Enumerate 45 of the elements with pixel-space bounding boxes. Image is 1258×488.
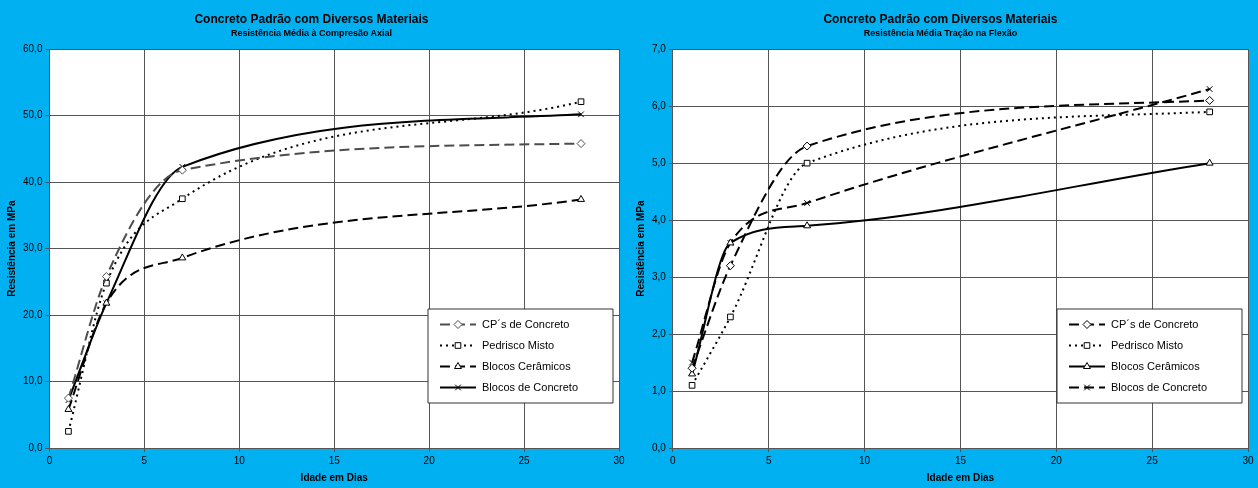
chart-title: Concreto Padrão com Diversos Materiais [823,11,1058,26]
x-tick-label: 5 [765,454,772,466]
y-tick-label: 5,0 [652,156,667,168]
y-tick-label: 40,0 [22,175,43,187]
x-tick-label: 20 [423,454,436,466]
legend-label: Pedrisco Misto [482,338,555,351]
legend-label: Blocos de Concreto [482,380,578,393]
x-tick-label: 30 [1242,454,1254,466]
x-tick-label: 0 [670,454,677,466]
y-tick-label: 1,0 [652,384,667,396]
y-tick-label: 0,0 [652,441,667,453]
x-tick-label: 10 [233,454,246,466]
y-tick-label: 4,0 [652,213,667,225]
chart-subtitle: Resistência Média Tração na Flexão [863,28,1018,39]
x-axis-title: Idade em Dias [926,471,995,483]
y-axis-title: Resistência em MPa [634,200,646,297]
legend-label: Blocos de Concreto [1111,380,1207,393]
x-tick-label: 15 [328,454,341,466]
y-tick-label: 50,0 [22,109,43,121]
y-tick-label: 10,0 [22,375,43,387]
x-tick-label: 30 [613,454,625,466]
x-axis-title: Idade em Dias [300,471,369,483]
y-tick-label: 60,0 [22,42,43,54]
y-axis-title: Resistência em MPa [5,200,17,297]
x-tick-label: 20 [1050,454,1063,466]
y-tick-label: 0,0 [28,441,43,453]
y-tick-label: 20,0 [22,308,43,320]
chart-title: Concreto Padrão com Diversos Materiais [194,11,429,26]
chart-subtitle: Resistência Média à Compresão Axial [230,28,393,39]
legend-label: Pedrisco Misto [1111,338,1184,351]
y-tick-label: 2,0 [652,327,667,339]
legend-label: Blocos Cerâmicos [1111,359,1201,372]
y-tick-label: 30,0 [22,242,43,254]
y-tick-label: 6,0 [652,99,667,111]
legend-label: CP´s de Concreto [1111,317,1199,330]
x-tick-label: 15 [954,454,967,466]
x-tick-label: 0 [46,454,53,466]
legend-label: CP´s de Concreto [482,317,570,330]
x-tick-label: 5 [141,454,148,466]
y-tick-label: 3,0 [652,270,667,282]
x-tick-label: 10 [859,454,871,466]
legend-label: Blocos Cerâmicos [482,359,572,372]
y-tick-label: 7,0 [652,42,667,54]
x-tick-label: 25 [518,454,531,466]
x-tick-label: 25 [1146,454,1159,466]
